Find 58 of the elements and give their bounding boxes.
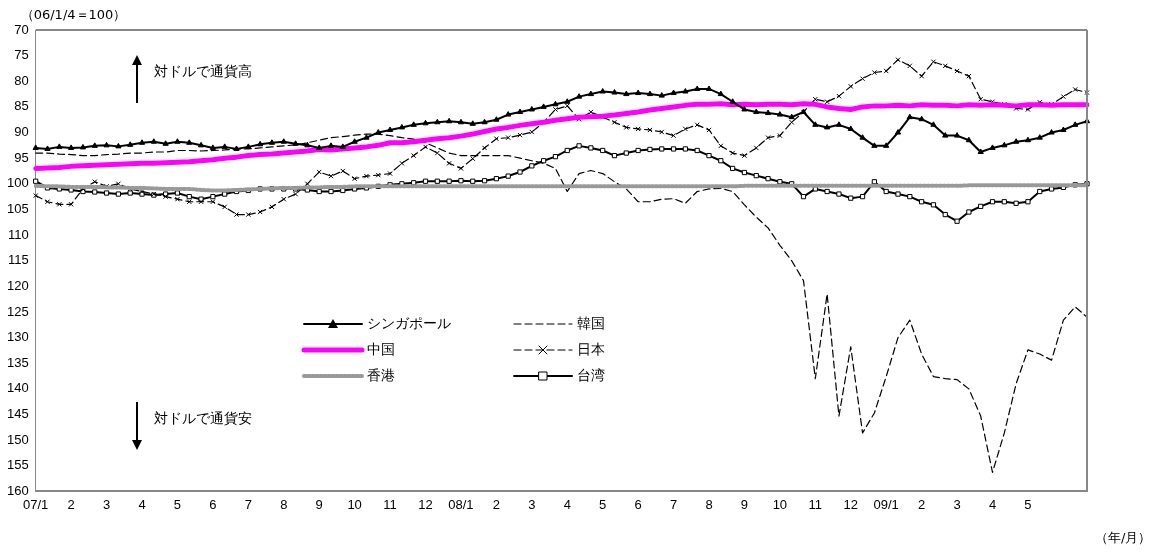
x-tick-label: 4: [138, 496, 146, 512]
x-tick-label: 6: [634, 496, 642, 512]
legend-label: 韓国: [576, 315, 605, 333]
x-tick-label: 5: [1024, 496, 1032, 512]
x-tick-label: 12: [418, 496, 433, 512]
x-tick-label: 2: [67, 496, 75, 512]
x-tick-label: 10: [772, 496, 788, 512]
legend-label: シンガポール: [366, 315, 451, 333]
x-tick-label: 11: [383, 496, 397, 512]
x-tick-label: 7: [244, 496, 252, 512]
x-tick-label: 4: [563, 496, 571, 512]
y-tick-label: 155: [6, 457, 29, 473]
y-tick-label: 125: [6, 303, 29, 319]
y-tick-label: 80: [14, 72, 29, 88]
x-tick-label: 2: [918, 496, 926, 512]
x-tick-label: 3: [528, 496, 536, 512]
annotation: 対ドルで通貨安: [153, 410, 252, 428]
x-tick-label: 10: [347, 496, 362, 512]
y-tick-label: 135: [6, 354, 29, 370]
x-tick-label: 5: [599, 496, 607, 512]
x-tick-label: 08/1: [448, 496, 474, 512]
legend-label: 台湾: [576, 367, 605, 385]
x-tick-label: 5: [173, 496, 182, 512]
x-tick-label: 2: [492, 496, 500, 512]
y-axis-title: （06/1/4＝100）: [20, 6, 127, 24]
legend-label: 香港: [366, 367, 395, 385]
y-tick-label: 110: [7, 226, 29, 242]
x-tick-label: 11: [808, 496, 823, 512]
y-tick-label: 115: [7, 252, 29, 268]
y-tick-label: 85: [14, 98, 29, 114]
x-tick-label: 3: [102, 496, 111, 512]
legend-label: 日本: [576, 341, 605, 359]
y-tick-label: 160: [6, 482, 29, 498]
y-tick-label: 130: [6, 329, 29, 345]
y-tick-label: 120: [6, 277, 29, 293]
x-tick-label: 7: [669, 496, 678, 512]
annotation: 対ドルで通貨高: [153, 63, 252, 81]
y-tick-label: 90: [14, 124, 29, 140]
x-tick-label: 9: [315, 496, 323, 512]
x-tick-label: 8: [280, 496, 288, 512]
x-tick-label: 3: [953, 496, 961, 512]
x-tick-label: 9: [740, 496, 749, 512]
y-tick-label: 150: [6, 431, 29, 447]
x-tick-label: 07/1: [23, 496, 49, 512]
y-tick-label: 140: [6, 380, 29, 396]
y-tick-label: 105: [6, 201, 29, 217]
y-tick-label: 95: [14, 149, 29, 165]
y-tick-label: 100: [6, 175, 29, 191]
y-tick-label: 70: [14, 21, 29, 37]
y-tick-label: 145: [6, 406, 29, 422]
x-tick-label: 8: [705, 496, 713, 512]
x-tick-label: 4: [988, 496, 997, 512]
x-tick-label: 09/1: [873, 496, 899, 512]
legend-label: 中国: [366, 341, 395, 359]
y-tick-label: 75: [14, 47, 29, 63]
x-tick-label: 6: [209, 496, 217, 512]
x-axis-title: （年/月）: [1095, 529, 1152, 548]
x-tick-label: 12: [843, 496, 858, 512]
